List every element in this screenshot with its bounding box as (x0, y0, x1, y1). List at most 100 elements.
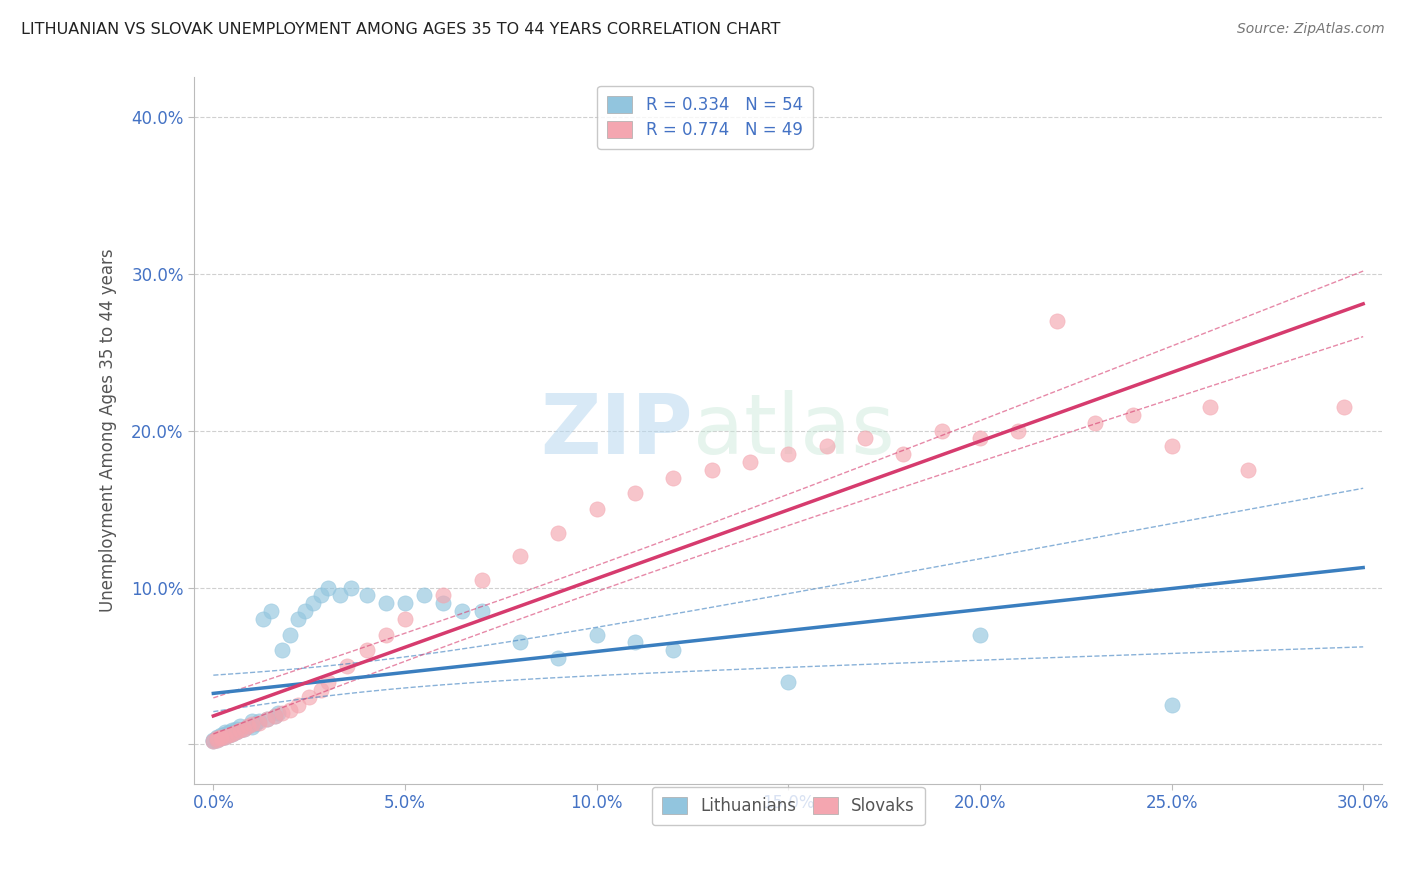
Slovaks (374, 627, 396, 641)
Slovaks (240, 717, 263, 731)
Lithuanians (309, 588, 332, 602)
Slovaks (256, 712, 278, 726)
Lithuanians (214, 730, 236, 744)
Slovaks (278, 703, 301, 717)
Text: atlas: atlas (693, 390, 896, 471)
Slovaks (214, 730, 236, 744)
Lithuanians (451, 604, 474, 618)
Lithuanians (1160, 698, 1182, 713)
Lithuanians (214, 725, 236, 739)
Slovaks (1160, 439, 1182, 453)
Lithuanians (356, 588, 378, 602)
Slovaks (236, 719, 259, 733)
Slovaks (624, 486, 647, 500)
Lithuanians (778, 674, 800, 689)
Slovaks (1333, 400, 1355, 414)
Slovaks (471, 573, 494, 587)
Slovaks (229, 723, 252, 738)
Slovaks (778, 447, 800, 461)
Lithuanians (252, 612, 274, 626)
Text: ZIP: ZIP (541, 390, 693, 471)
Slovaks (263, 709, 285, 723)
Lithuanians (662, 643, 685, 657)
Slovaks (969, 432, 991, 446)
Slovaks (233, 722, 256, 736)
Text: Source: ZipAtlas.com: Source: ZipAtlas.com (1237, 22, 1385, 37)
Lithuanians (247, 714, 270, 728)
Lithuanians (209, 728, 232, 742)
Lithuanians (471, 604, 494, 618)
Lithuanians (218, 725, 240, 739)
Slovaks (298, 690, 321, 705)
Slovaks (209, 731, 232, 746)
Slovaks (205, 732, 228, 747)
Lithuanians (260, 604, 283, 618)
Lithuanians (221, 726, 243, 740)
Slovaks (1045, 314, 1067, 328)
Lithuanians (263, 709, 285, 723)
Lithuanians (267, 706, 290, 720)
Lithuanians (218, 728, 240, 742)
Slovaks (356, 643, 378, 657)
Slovaks (287, 698, 309, 713)
Lithuanians (240, 714, 263, 728)
Lithuanians (225, 722, 247, 736)
Lithuanians (205, 731, 228, 746)
Slovaks (309, 682, 332, 697)
Slovaks (225, 725, 247, 739)
Lithuanians (432, 596, 454, 610)
Slovaks (209, 730, 232, 744)
Lithuanians (229, 723, 252, 738)
Lithuanians (585, 627, 607, 641)
Lithuanians (221, 723, 243, 738)
Lithuanians (225, 725, 247, 739)
Slovaks (700, 463, 723, 477)
Slovaks (205, 731, 228, 746)
Lithuanians (294, 604, 316, 618)
Slovaks (547, 525, 569, 540)
Lithuanians (374, 596, 396, 610)
Slovaks (221, 726, 243, 740)
Slovaks (1084, 416, 1107, 430)
Lithuanians (271, 643, 294, 657)
Lithuanians (394, 596, 416, 610)
Lithuanians (318, 581, 340, 595)
Lithuanians (205, 730, 228, 744)
Slovaks (891, 447, 914, 461)
Slovaks (585, 502, 607, 516)
Slovaks (1122, 408, 1144, 422)
Lithuanians (969, 627, 991, 641)
Slovaks (218, 728, 240, 742)
Lithuanians (229, 719, 252, 733)
Lithuanians (209, 730, 232, 744)
Slovaks (271, 706, 294, 720)
Lithuanians (624, 635, 647, 649)
Lithuanians (245, 717, 267, 731)
Lithuanians (214, 726, 236, 740)
Slovaks (509, 549, 531, 563)
Slovaks (931, 424, 953, 438)
Slovaks (202, 734, 225, 748)
Lithuanians (278, 627, 301, 641)
Slovaks (1237, 463, 1260, 477)
Slovaks (738, 455, 761, 469)
Lithuanians (202, 732, 225, 747)
Lithuanians (236, 719, 259, 733)
Lithuanians (240, 720, 263, 734)
Legend: Lithuanians, Slovaks: Lithuanians, Slovaks (652, 787, 925, 825)
Lithuanians (256, 712, 278, 726)
Slovaks (1007, 424, 1029, 438)
Slovaks (336, 659, 359, 673)
Lithuanians (340, 581, 363, 595)
Lithuanians (209, 731, 232, 746)
Slovaks (853, 432, 876, 446)
Slovaks (662, 471, 685, 485)
Lithuanians (547, 651, 569, 665)
Slovaks (432, 588, 454, 602)
Lithuanians (413, 588, 436, 602)
Y-axis label: Unemployment Among Ages 35 to 44 years: Unemployment Among Ages 35 to 44 years (100, 249, 117, 613)
Slovaks (815, 439, 838, 453)
Lithuanians (329, 588, 352, 602)
Lithuanians (509, 635, 531, 649)
Lithuanians (202, 734, 225, 748)
